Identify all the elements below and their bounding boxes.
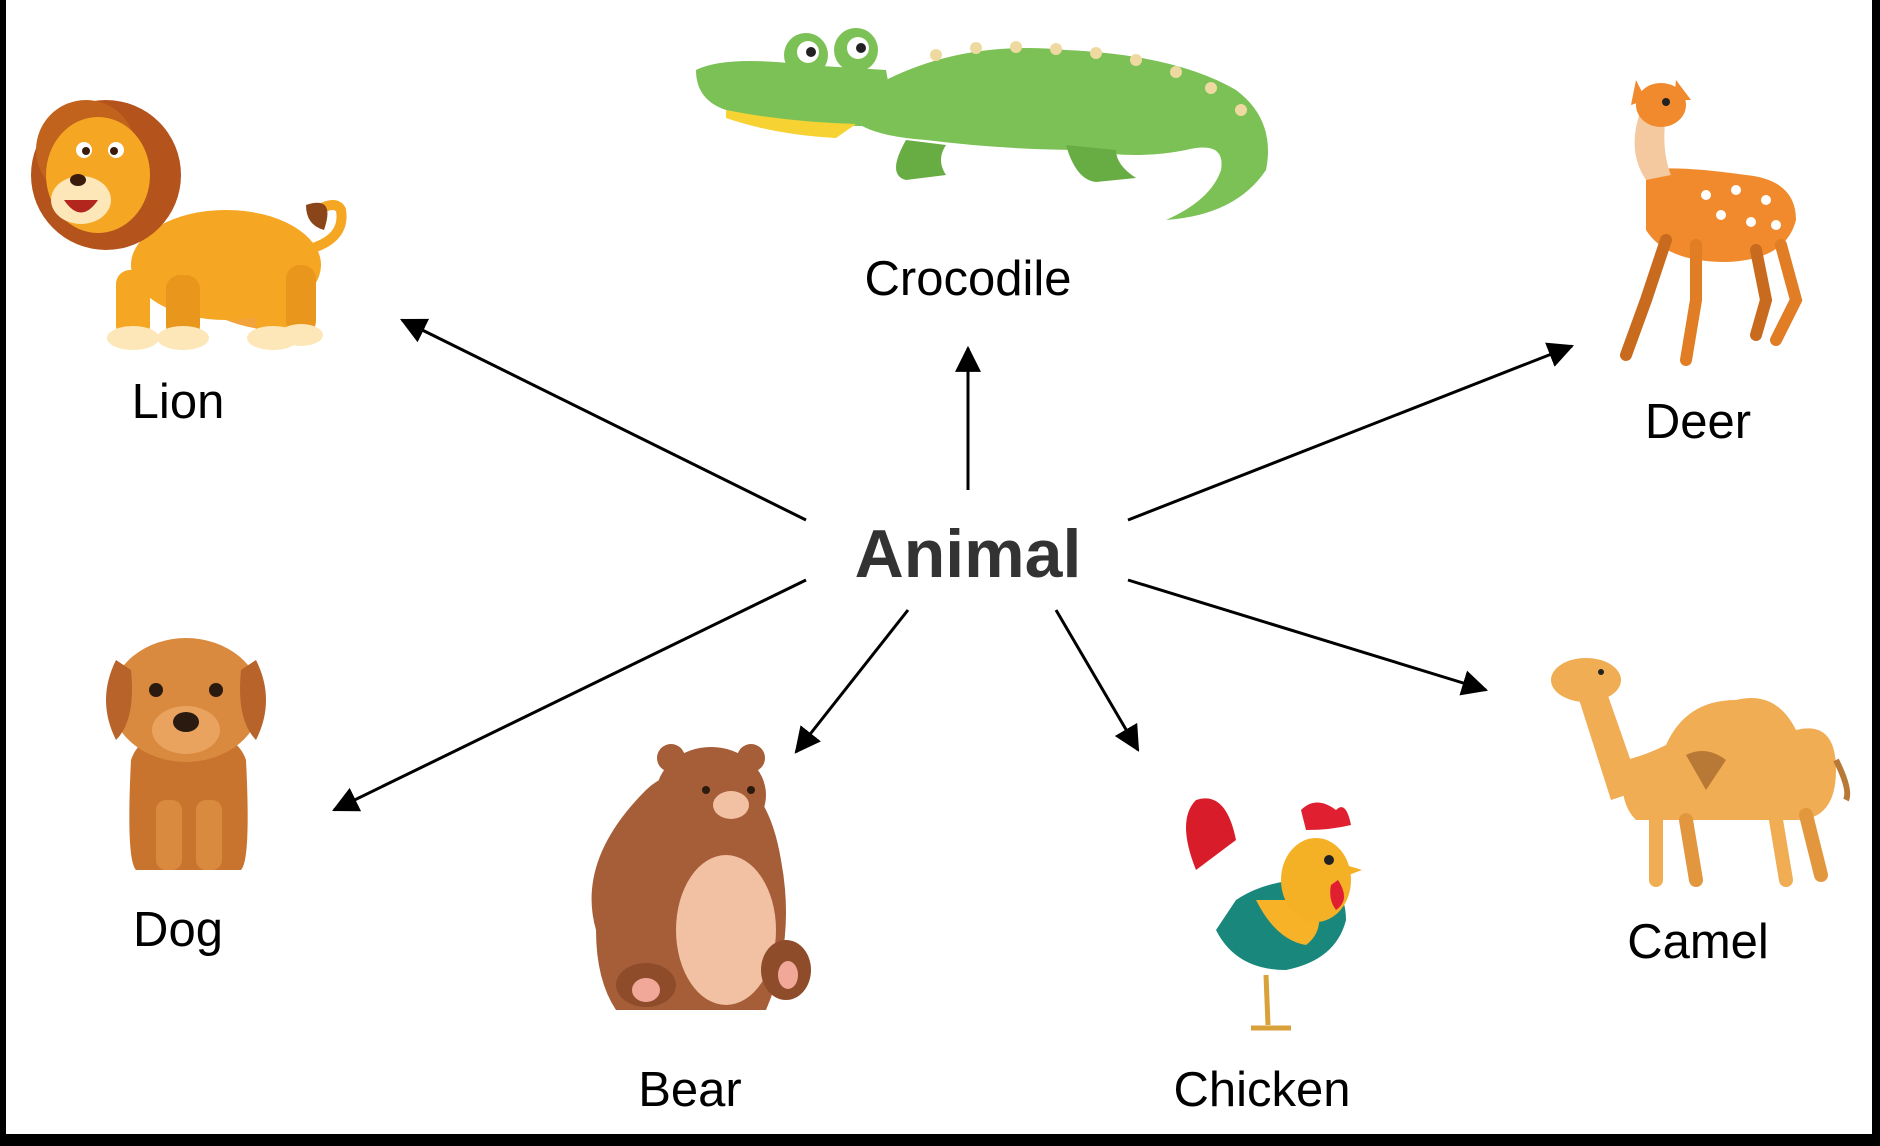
edge-to-camel — [1127, 578, 1489, 696]
center-node-label: Animal — [854, 516, 1082, 592]
chicken-icon — [1186, 798, 1362, 1031]
edge-to-lion — [400, 318, 807, 522]
node-label-dog: Dog — [133, 903, 223, 957]
node-label-deer: Deer — [1644, 395, 1752, 449]
diagram-canvas: Animal Lion Crocodile Deer Dog Bear Chic… — [6, 0, 1872, 1134]
diagram-artwork — [31, 28, 1851, 1031]
node-label-lion: Lion — [131, 375, 225, 429]
lion-icon — [31, 100, 347, 350]
edge-to-chicken — [1054, 609, 1140, 752]
crocodile-icon — [696, 28, 1268, 220]
edge-to-bear — [794, 609, 910, 754]
edge-to-deer — [1127, 342, 1575, 522]
edge-to-dog — [332, 578, 807, 812]
node-label-bear: Bear — [638, 1063, 742, 1117]
bear-icon — [591, 744, 811, 1010]
camel-icon — [1551, 658, 1851, 887]
dog-icon — [106, 638, 266, 870]
node-label-crocodile: Crocodile — [864, 252, 1072, 306]
node-label-camel: Camel — [1627, 915, 1769, 969]
node-label-chicken: Chicken — [1173, 1063, 1351, 1117]
edges — [332, 318, 1575, 812]
deer-icon — [1620, 80, 1803, 366]
